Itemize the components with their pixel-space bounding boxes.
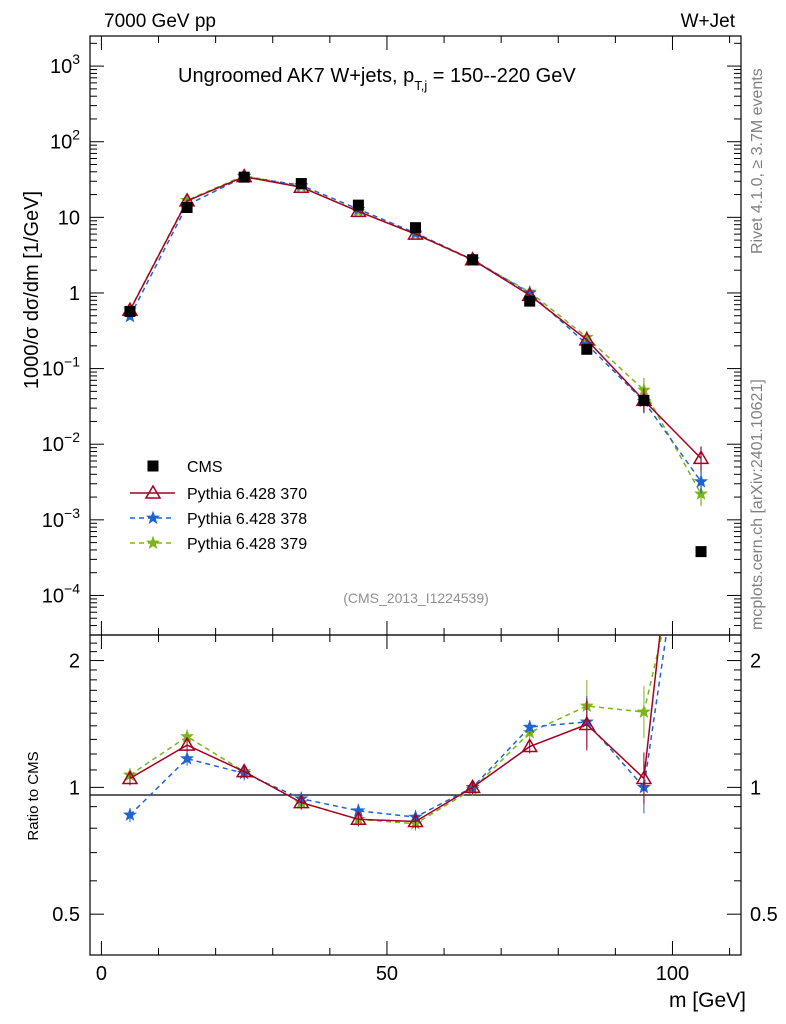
y-tick-label: 1 xyxy=(69,283,80,305)
legend-cms-label: CMS xyxy=(187,459,223,476)
ratio-tick-label: 0.5 xyxy=(52,904,80,926)
legend-marker xyxy=(144,484,162,499)
ratio-tick-label-right: 2 xyxy=(750,651,761,673)
y-tick-label: 103 xyxy=(50,51,80,78)
cms-data-point xyxy=(410,222,421,234)
series-main-1 xyxy=(122,169,709,494)
cms-data-point xyxy=(581,343,593,355)
cms-data-point xyxy=(467,254,479,266)
ratio-tick-label: 2 xyxy=(69,651,80,673)
cms-data-point xyxy=(124,305,136,317)
ratio-point xyxy=(694,262,708,274)
y-tick-label: 10−2 xyxy=(42,429,80,456)
ratio-point xyxy=(407,812,424,828)
cms-data-point xyxy=(695,546,707,558)
y-tick-label: 102 xyxy=(50,127,80,154)
ratio-point xyxy=(464,778,481,794)
y-tick-label: 10−4 xyxy=(42,580,80,607)
ratio-tick-label: 1 xyxy=(69,777,80,799)
cms-data-point xyxy=(524,295,536,307)
analysis-id-label: (CMS_2013_I1224539) xyxy=(343,590,489,606)
chart-title: Ungroomed AK7 W+jets, pT,j = 150--220 Ge… xyxy=(178,65,576,93)
ratio-point xyxy=(292,794,310,809)
ratio-tick-label-right: 1 xyxy=(750,777,761,799)
ratio-point xyxy=(235,763,253,778)
ratio-point xyxy=(350,810,367,826)
header-process-label: W+Jet xyxy=(681,11,736,32)
series-point xyxy=(692,449,710,465)
ratio-point xyxy=(178,736,196,751)
x-tick-label: 0 xyxy=(96,963,107,985)
y-tick-label: 10−1 xyxy=(42,354,80,381)
series-main-2 xyxy=(122,168,709,506)
legend-marker xyxy=(145,510,161,524)
ratio-point xyxy=(635,769,653,785)
x-tick-label: 100 xyxy=(656,963,689,985)
rivet-version-label: Rivet 4.1.0, ≥ 3.7M events xyxy=(749,68,766,254)
series-ratio-0 xyxy=(121,262,708,829)
ratio-point xyxy=(695,392,707,404)
cms-data-point xyxy=(638,394,650,406)
cms-data-point xyxy=(238,171,250,183)
legend-label: Pythia 6.428 378 xyxy=(187,511,307,528)
main-y-axis-label: 1000/σ dσ/dm [1/GeV] xyxy=(21,191,43,389)
legend-marker xyxy=(145,535,161,549)
ratio-tick-label-right: 0.5 xyxy=(750,904,778,926)
legend-cms-marker xyxy=(147,460,159,472)
y-tick-label: 10 xyxy=(58,207,80,229)
ratio-point xyxy=(522,719,537,734)
legend-label: Pythia 6.428 370 xyxy=(187,486,307,503)
x-tick-label: 50 xyxy=(376,963,398,985)
ratio-y-axis-label: Ratio to CMS xyxy=(25,751,42,840)
legend-label: Pythia 6.428 379 xyxy=(187,536,307,553)
series-line xyxy=(129,175,702,459)
legend: CMS Pythia 6.428 370 Pythia 6.428 378 Pythi… xyxy=(130,459,307,553)
series-point xyxy=(694,474,709,488)
ratio-point xyxy=(521,738,539,753)
ratio-point xyxy=(636,704,651,718)
ratio-point xyxy=(180,751,195,765)
ratio-point xyxy=(578,716,596,731)
cms-data-point xyxy=(295,178,307,190)
cms-data-point xyxy=(181,201,193,213)
ratio-point xyxy=(122,807,137,821)
x-axis-label: m [GeV] xyxy=(669,989,746,1012)
ratio-point xyxy=(121,769,139,785)
mcplots-reference-label: mcplots.cern.ch [arXiv:2401.10621] xyxy=(749,379,766,630)
series-line xyxy=(129,174,702,495)
cms-data xyxy=(124,171,707,558)
header-energy-label: 7000 GeV pp xyxy=(104,11,216,32)
cms-data-point xyxy=(352,199,364,211)
y-tick-label: 10−3 xyxy=(42,505,80,532)
series-main-0 xyxy=(121,168,710,471)
